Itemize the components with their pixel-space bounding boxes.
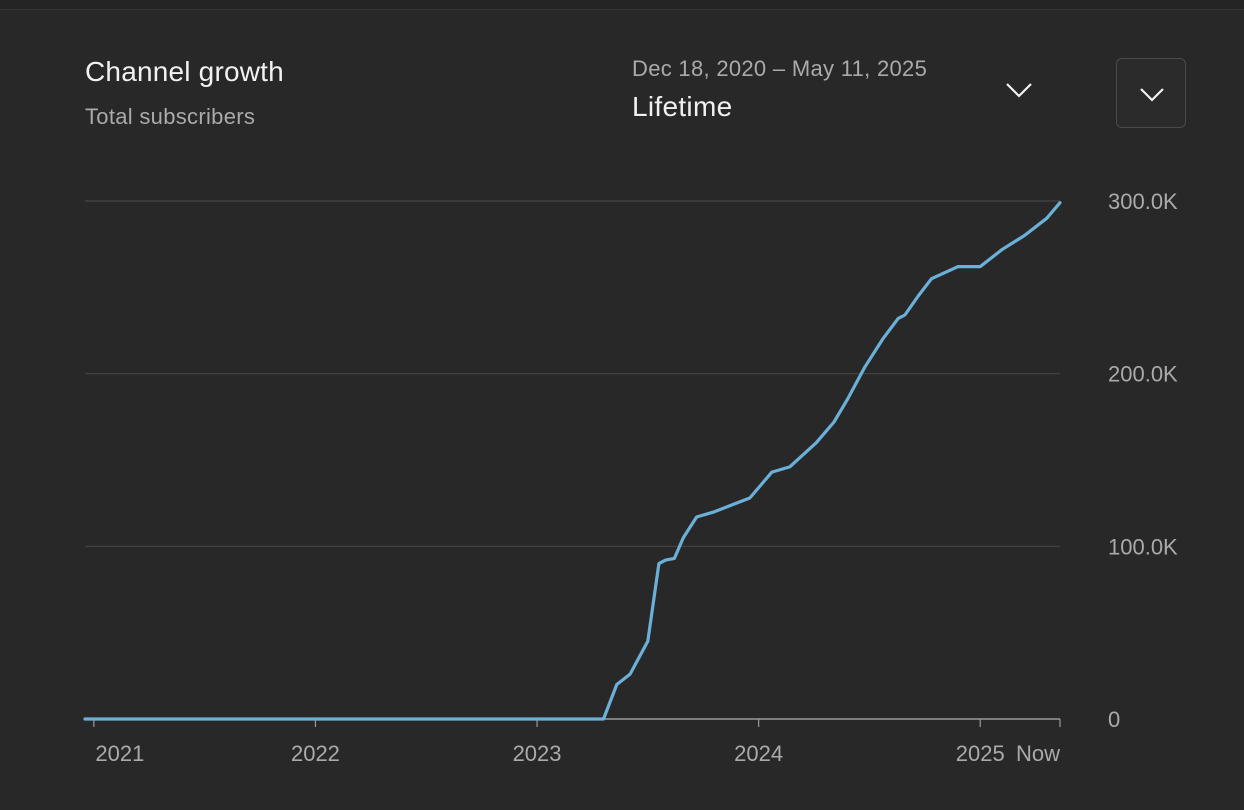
page-title: Channel growth	[85, 56, 284, 87]
top-divider	[0, 0, 1244, 10]
date-range-label: Lifetime	[632, 91, 733, 122]
gridlines	[85, 200, 1060, 720]
y-tick-label: 100.0K	[1108, 534, 1178, 559]
chevron-down-icon	[1003, 78, 1035, 102]
expand-button[interactable]	[1116, 58, 1186, 128]
series-line-subscribers	[83, 201, 1062, 721]
y-axis: 0 100.0K 200.0K 300.0K	[1108, 189, 1178, 732]
x-tick-label: 2024	[734, 741, 783, 766]
chevron-down-icon	[1140, 88, 1164, 102]
date-range-dropdown[interactable]: Dec 18, 2020 – May 11, 2025 Lifetime	[620, 46, 1060, 136]
y-tick-label: 200.0K	[1108, 362, 1178, 387]
series-layer	[83, 201, 1062, 721]
x-tick-label: 2022	[291, 741, 340, 766]
date-range-dates: Dec 18, 2020 – May 11, 2025	[632, 56, 928, 81]
x-axis: 2021 2022 2023 2024 2025 Now	[93, 719, 1061, 766]
subscriber-growth-chart: 2021 2022 2023 2024 2025 Now 0 100.0K 200.0K 300…	[83, 189, 1178, 766]
y-tick-label: 0	[1108, 707, 1120, 732]
x-tick-label: 2023	[513, 741, 562, 766]
x-tick-label: 2021	[95, 741, 144, 766]
page-subtitle: Total subscribers	[85, 104, 256, 129]
y-tick-label: 300.0K	[1108, 189, 1178, 214]
x-tick-label: 2025	[956, 741, 1005, 766]
x-tick-label: Now	[1016, 741, 1060, 766]
